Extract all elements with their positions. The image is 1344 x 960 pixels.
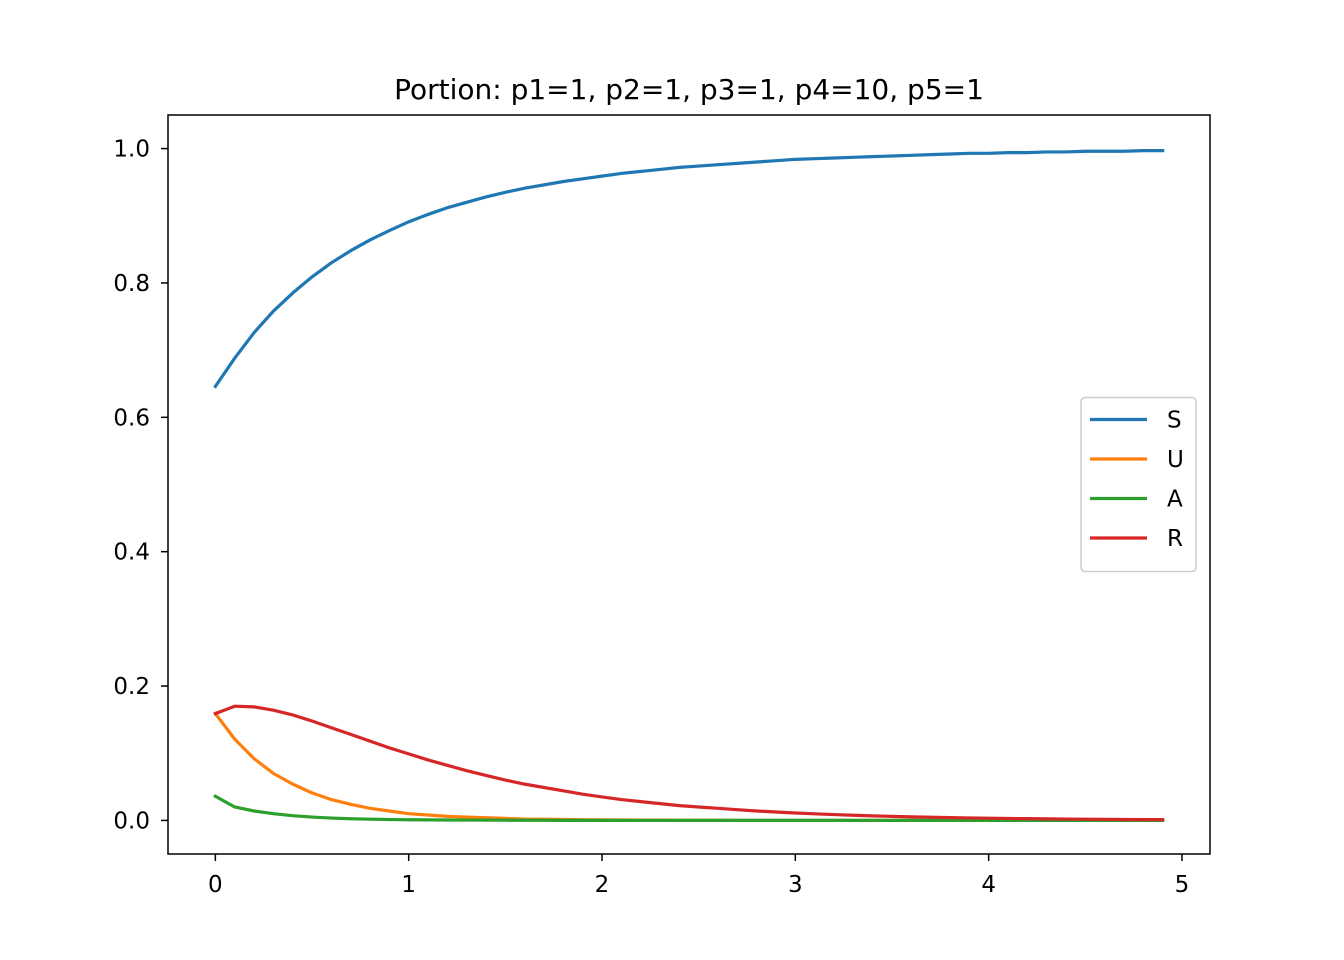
x-tick-label: 2 — [595, 872, 610, 898]
plot-frame — [167, 114, 1211, 855]
legend-label-A: A — [1167, 487, 1183, 513]
series-layer — [213, 149, 1165, 823]
x-tick-label: 1 — [401, 872, 416, 898]
series-line-R — [213, 704, 1165, 822]
y-tick-label: 0.8 — [113, 271, 150, 297]
x-axis: 0 1 2 3 4 5 — [208, 854, 1189, 898]
y-axis: 0.0 0.2 0.4 0.6 0.8 1.0 — [113, 137, 168, 834]
y-tick-label: 0.4 — [113, 540, 150, 566]
legend-label-R: R — [1167, 526, 1183, 552]
x-tick-label: 0 — [208, 872, 223, 898]
legend-label-U: U — [1167, 447, 1184, 473]
chart-title: Portion: p1=1, p2=1, p3=1, p4=10, p5=1 — [394, 73, 984, 106]
y-tick-label: 1.0 — [113, 137, 150, 163]
y-tick-label: 0.2 — [113, 674, 150, 700]
x-tick-label: 3 — [788, 872, 803, 898]
y-tick-label: 0.6 — [113, 405, 150, 431]
legend-label-S: S — [1167, 408, 1182, 434]
legend-box — [1080, 396, 1197, 573]
x-tick-label: 4 — [981, 872, 996, 898]
series-line-A — [213, 794, 1165, 823]
y-tick-label: 0.0 — [113, 808, 150, 834]
x-tick-label: 5 — [1175, 872, 1190, 898]
series-line-S — [213, 149, 1165, 389]
